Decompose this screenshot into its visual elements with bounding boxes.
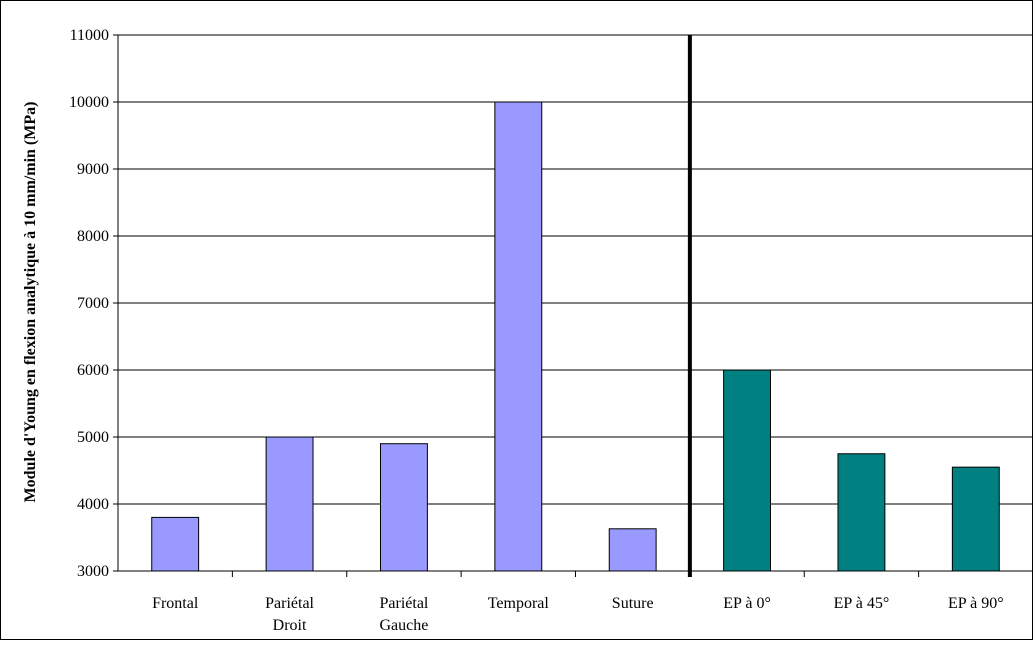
x-tick-label: EP à 45°	[834, 595, 890, 612]
x-tick-label: EP à 90°	[948, 595, 1004, 612]
bar	[608, 528, 657, 572]
y-tick-label: 9000	[77, 161, 109, 178]
x-tick-label: Droit	[273, 617, 307, 634]
x-tick-label: EP à 0°	[723, 595, 771, 612]
y-tick-label: 6000	[77, 362, 109, 379]
bars	[151, 101, 1000, 572]
y-tick-label: 8000	[77, 228, 109, 245]
bar	[379, 443, 428, 572]
x-tick-label: Frontal	[152, 595, 199, 612]
bar	[151, 516, 200, 572]
x-tick-label: Pariétal	[380, 595, 429, 612]
x-tick-label: Temporal	[488, 595, 550, 612]
x-tick-label: Suture	[612, 595, 654, 612]
bar	[265, 436, 314, 572]
labels: 3000 4000 5000 6000 7000 8000 9000 10000 11000 Fr…	[69, 27, 1004, 634]
y-tick-label: 3000	[77, 563, 109, 580]
y-axis-label: Module d'Young en flexion analytique à 1…	[22, 102, 39, 503]
y-tick-label: 11000	[70, 27, 109, 44]
y-tick-label: 10000	[69, 94, 109, 111]
y-tick-label: 5000	[77, 429, 109, 446]
bar	[837, 453, 886, 572]
x-tick-label: Gauche	[380, 617, 429, 634]
y-tick-label: 4000	[77, 496, 109, 513]
x-tick-label: Pariétal	[265, 595, 314, 612]
y-tick-label: 7000	[77, 295, 109, 312]
axes	[113, 34, 1033, 577]
bar	[723, 369, 772, 572]
bar	[951, 466, 1000, 572]
bar	[494, 101, 543, 572]
